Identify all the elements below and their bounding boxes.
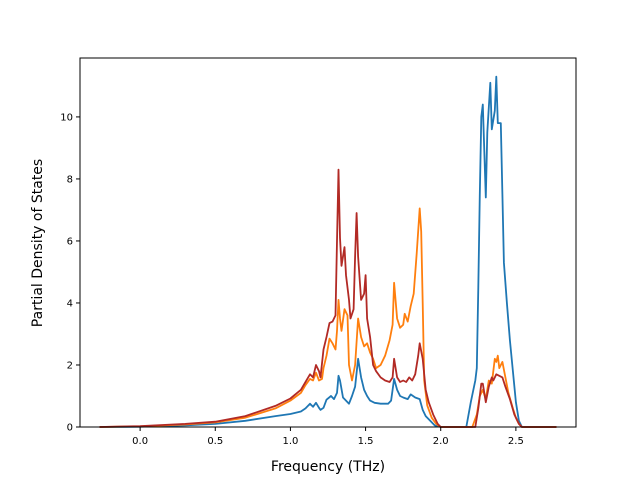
y-axis: 0 2 4 6 8 10 [60,112,80,434]
x-tick-label: 0.5 [207,436,223,447]
y-tick-label: 2 [67,360,73,371]
plot-frame [79,57,577,428]
x-tick-label: 0.0 [132,436,148,447]
x-tick-label: 1.0 [282,436,298,447]
y-tick-label: 4 [67,298,73,309]
series-line-3 [99,168,557,428]
y-tick-label: 6 [67,236,73,247]
series-line-1 [99,75,557,428]
series-layer [99,75,557,428]
y-axis-label: Partial Density of States [30,159,46,327]
x-tick-label: 1.5 [358,436,374,447]
x-axis-label: Frequency (THz) [271,459,385,475]
y-tick-label: 0 [67,423,73,434]
y-tick-label: 8 [67,174,73,185]
x-tick-label: 2.5 [508,436,524,447]
y-tick-label: 10 [60,112,73,123]
x-tick-label: 2.0 [433,436,449,447]
x-axis: 0.0 0.5 1.0 1.5 2.0 2.5 [132,427,524,447]
